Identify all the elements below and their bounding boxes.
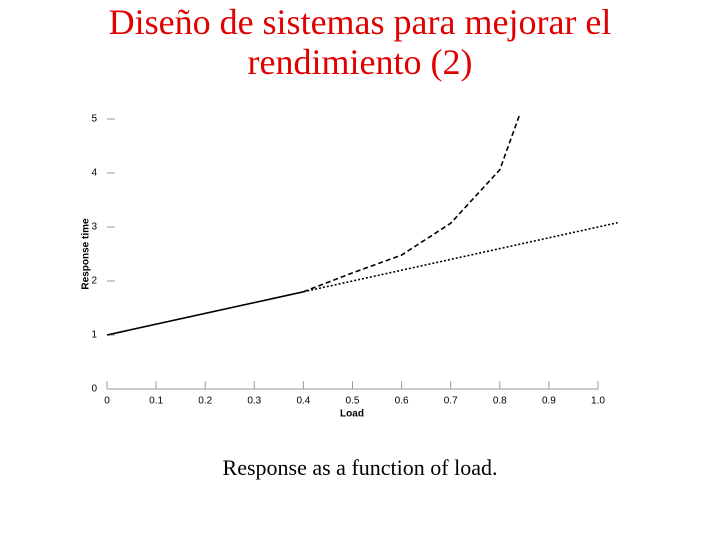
slide-title: Diseño de sistemas para mejorar el rendi… <box>108 2 612 82</box>
x-tick-label: 1.0 <box>591 396 605 407</box>
x-tick-label: 0.2 <box>198 396 212 407</box>
y-tick-label: 4 <box>91 168 97 179</box>
x-tick-label: 0.5 <box>346 396 360 407</box>
y-tick-label: 0 <box>91 384 97 395</box>
x-tick-label: 0.6 <box>395 396 409 407</box>
y-tick-label: 3 <box>91 222 97 233</box>
x-tick-label: 0.1 <box>149 396 163 407</box>
x-tick-label: 0.8 <box>493 396 507 407</box>
x-tick-label: 0.3 <box>247 396 261 407</box>
x-tick-label: 0 <box>104 396 110 407</box>
y-axis-label: Response time <box>81 218 92 290</box>
x-axis-label: Load <box>340 409 364 420</box>
y-tick-label: 5 <box>91 114 97 125</box>
x-tick-label: 0.9 <box>542 396 556 407</box>
x-tick-label: 0.7 <box>444 396 458 407</box>
line-series <box>303 221 618 293</box>
caption: Response as a function of load. <box>222 455 498 480</box>
y-tick-label: 1 <box>91 330 97 341</box>
x-tick-label: 0.4 <box>296 396 310 407</box>
line-series <box>106 291 304 336</box>
line-series <box>303 114 521 293</box>
y-tick-label: 2 <box>91 276 97 287</box>
